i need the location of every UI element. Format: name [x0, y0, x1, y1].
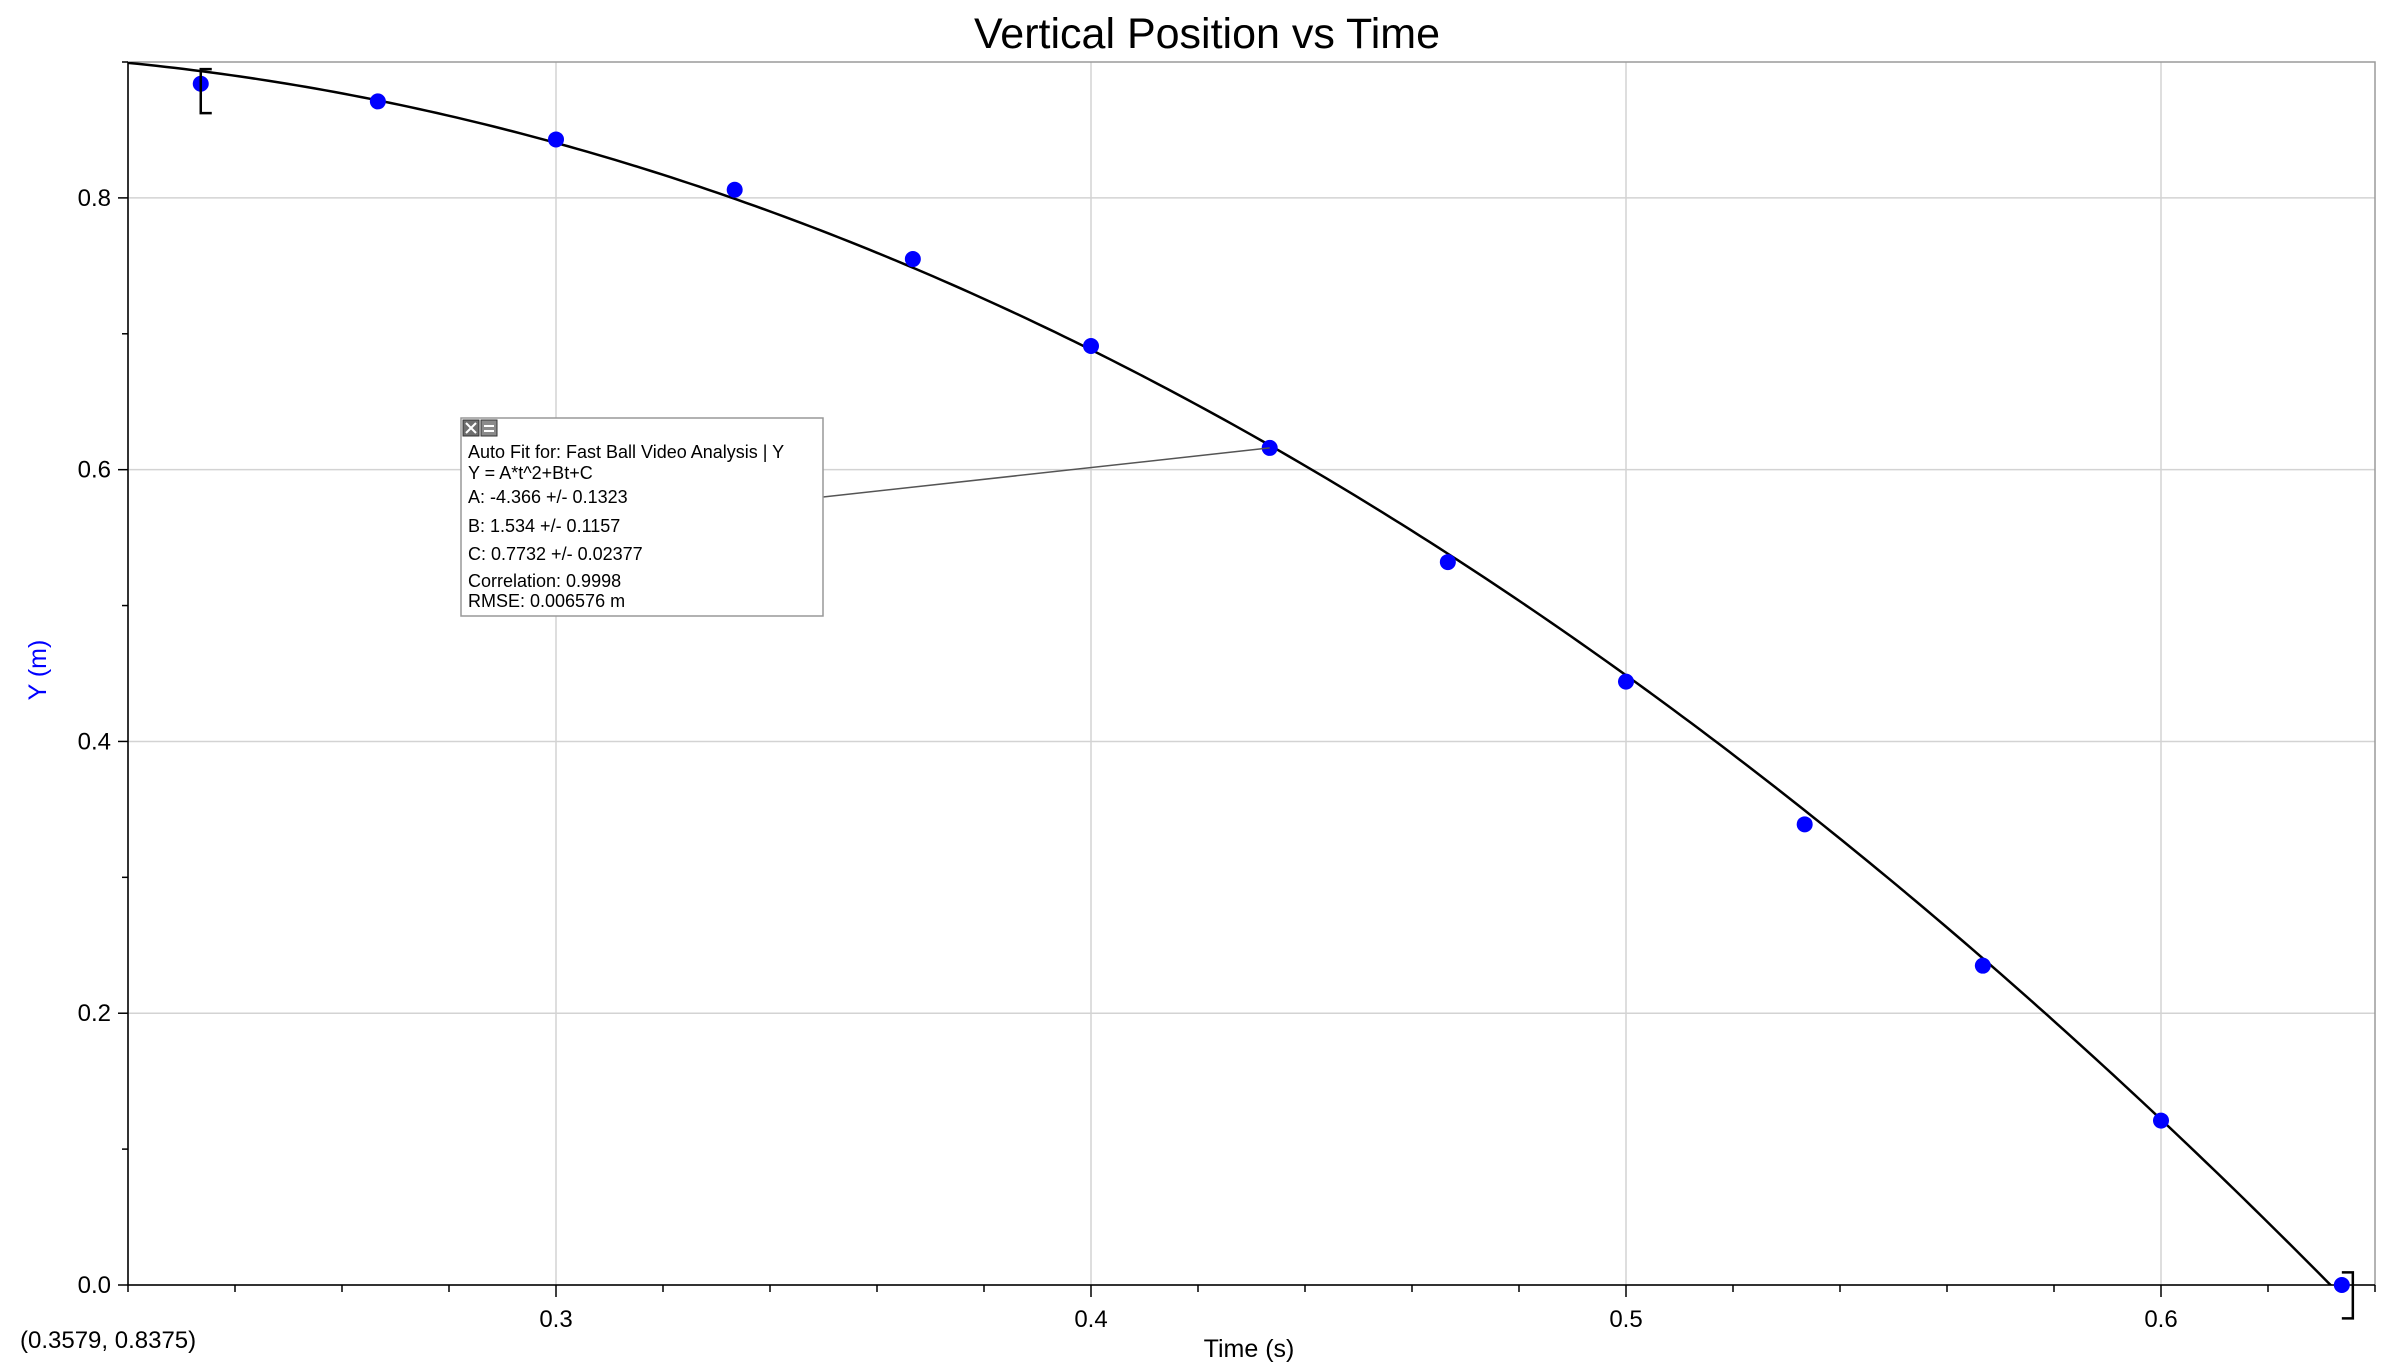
auto-fit-box-frame [460, 417, 824, 617]
data-point [904, 251, 921, 268]
fit-curve [128, 62, 2333, 1285]
fit-curve-layer [128, 62, 2333, 1285]
data-point [1083, 338, 1099, 355]
fit-callout-line [822, 447, 1270, 498]
fit-param-c: C: 0.7732 +/- 0.02377 [468, 544, 643, 564]
chart-title: Vertical Position vs Time [974, 10, 1440, 58]
fit-header: Auto Fit for: Fast Ball Video Analysis |… [468, 442, 784, 462]
fit-start-bracket[interactable] [199, 67, 212, 115]
y-tick-label: 0.0 [78, 1272, 111, 1299]
fit-end-bracket[interactable] [2341, 1271, 2355, 1320]
y-tick-label: 0.6 [78, 457, 111, 484]
data-point [369, 93, 386, 110]
data-point [1618, 673, 1634, 690]
data-point [1974, 957, 1991, 974]
data-point [726, 181, 743, 198]
x-axis-label[interactable]: Time (s) [1204, 1335, 1295, 1363]
data-point [2333, 1277, 2350, 1293]
auto-fit-box[interactable]: Auto Fit for: Fast Ball Video Analysis |… [460, 417, 824, 617]
x-tick-label: 0.4 [1074, 1306, 1107, 1333]
options-menu-icon[interactable] [480, 419, 498, 437]
fit-param-a: A: -4.366 +/- 0.1323 [468, 487, 628, 507]
y-tick-label: 0.4 [78, 728, 111, 755]
data-point [2153, 1112, 2169, 1129]
y-tick-label: 0.8 [78, 185, 111, 212]
fit-rmse: RMSE: 0.006576 m [468, 591, 625, 611]
fit-range-brackets[interactable] [199, 67, 2355, 1320]
fit-param-b: B: 1.534 +/- 0.1157 [468, 516, 620, 536]
axes: 0.3 0.4 0.5 0.6 0.0 0.2 0.4 0.6 0.8 [78, 61, 2376, 1333]
data-point [548, 131, 564, 148]
data-point [1796, 816, 1813, 833]
y-tick-label: 0.2 [78, 1000, 111, 1027]
data-point [1439, 554, 1456, 571]
data-points [192, 75, 2350, 1293]
fit-correlation: Correlation: 0.9998 [468, 571, 621, 591]
x-tick-label: 0.3 [539, 1306, 572, 1333]
y-axis-label[interactable]: Y (m) [24, 640, 52, 701]
fit-equation: Y = A*t^2+Bt+C [468, 463, 593, 483]
close-x-icon[interactable] [462, 419, 480, 437]
cursor-coordinates-readout: (0.3579, 0.8375) [20, 1327, 196, 1354]
x-tick-label: 0.5 [1609, 1306, 1642, 1333]
x-tick-label: 0.6 [2144, 1306, 2177, 1333]
